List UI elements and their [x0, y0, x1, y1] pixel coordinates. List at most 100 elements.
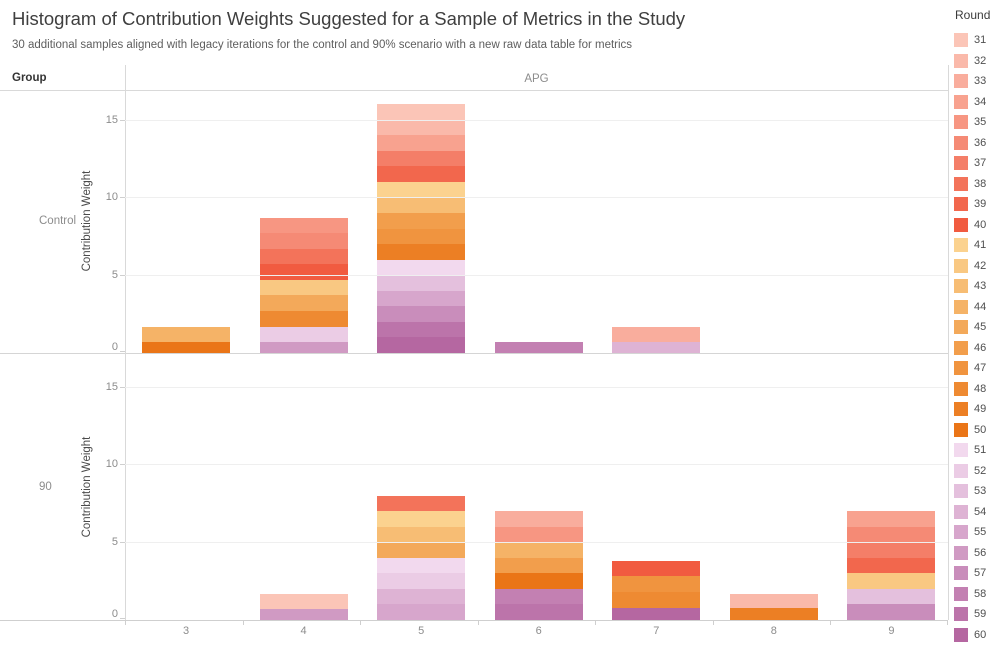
legend-item-41[interactable]: 41: [954, 235, 986, 256]
bar-segment-round-31[interactable]: [259, 593, 348, 610]
bar-segment-round-33[interactable]: [612, 326, 701, 343]
bar-segment-round-41[interactable]: [377, 511, 466, 527]
bar-segment-round-45[interactable]: [377, 542, 466, 558]
bar-segment-round-51[interactable]: [377, 259, 466, 276]
bar-segment-round-31[interactable]: [377, 104, 466, 120]
legend-item-36[interactable]: 36: [954, 133, 986, 154]
legend-item-57[interactable]: 57: [954, 563, 986, 584]
legend-item-32[interactable]: 32: [954, 51, 986, 72]
legend-item-43[interactable]: 43: [954, 276, 986, 297]
legend-item-34[interactable]: 34: [954, 92, 986, 113]
bar-segment-round-54[interactable]: [612, 342, 701, 353]
bar-segment-round-56[interactable]: [259, 342, 348, 353]
bar-segment-round-47[interactable]: [612, 576, 701, 593]
legend-item-54[interactable]: 54: [954, 502, 986, 523]
legend-item-50[interactable]: 50: [954, 420, 986, 441]
bar-segment-round-39[interactable]: [847, 557, 936, 574]
bar-segment-round-48[interactable]: [259, 311, 348, 327]
bar-segment-round-42[interactable]: [259, 279, 348, 296]
legend-item-48[interactable]: 48: [954, 379, 986, 400]
bar-segment-round-38[interactable]: [377, 495, 466, 512]
bar-segment-round-57[interactable]: [377, 306, 466, 322]
bar-segment-round-58[interactable]: [494, 588, 583, 605]
bar-segment-round-45[interactable]: [259, 295, 348, 312]
legend-item-52[interactable]: 52: [954, 461, 986, 482]
bar-segment-round-57[interactable]: [847, 604, 936, 620]
bar-segment-round-48[interactable]: [612, 592, 701, 608]
legend-item-59[interactable]: 59: [954, 604, 986, 625]
legend-item-42[interactable]: 42: [954, 256, 986, 277]
legend-item-45[interactable]: 45: [954, 317, 986, 338]
bar-segment-round-47[interactable]: [377, 228, 466, 245]
bar-segment-round-39[interactable]: [377, 166, 466, 182]
legend-item-33[interactable]: 33: [954, 71, 986, 92]
bar-segment-round-60[interactable]: [612, 607, 701, 620]
bar-segment-round-49[interactable]: [377, 244, 466, 260]
bar-segment-round-58[interactable]: [494, 342, 583, 353]
bar-segment-round-56[interactable]: [259, 609, 348, 620]
bar-segment-round-51[interactable]: [377, 557, 466, 574]
legend-item-53[interactable]: 53: [954, 481, 986, 502]
bar-segment-round-40[interactable]: [259, 264, 348, 280]
legend-item-46[interactable]: 46: [954, 338, 986, 359]
bar-segment-round-46[interactable]: [494, 557, 583, 574]
bar-segment-round-34[interactable]: [377, 135, 466, 151]
bar-segment-round-34[interactable]: [847, 511, 936, 527]
legend-item-39[interactable]: 39: [954, 194, 986, 215]
legend-swatch-40: [954, 217, 968, 232]
y-tick-label: 10: [105, 191, 118, 204]
bar-segment-round-55[interactable]: [377, 290, 466, 307]
bar-segment-round-43[interactable]: [377, 526, 466, 543]
bar-segment-round-37[interactable]: [377, 150, 466, 167]
bar-segment-round-50[interactable]: [494, 573, 583, 589]
legend-item-49[interactable]: 49: [954, 399, 986, 420]
bar-segment-round-36[interactable]: [847, 526, 936, 543]
bar-segment-round-50[interactable]: [142, 342, 230, 353]
legend-swatch-54: [954, 504, 968, 519]
legend-item-56[interactable]: 56: [954, 543, 986, 564]
bar-segment-round-53[interactable]: [847, 588, 936, 605]
legend-item-44[interactable]: 44: [954, 297, 986, 318]
legend-swatch-42: [954, 258, 968, 273]
y-tick-label: 0: [111, 341, 118, 353]
legend-swatch-46: [954, 340, 968, 355]
legend-item-55[interactable]: 55: [954, 522, 986, 543]
bar-segment-round-37[interactable]: [847, 542, 936, 558]
bar-segment-round-35[interactable]: [259, 217, 348, 234]
stacked-bar-bin-6: [494, 511, 583, 620]
row-header-divider-line: [125, 65, 126, 620]
bar-segment-round-32[interactable]: [729, 593, 818, 608]
bar-segment-round-53[interactable]: [377, 275, 466, 291]
bar-segment-round-43[interactable]: [377, 197, 466, 214]
legend-item-40[interactable]: 40: [954, 215, 986, 236]
bar-segment-round-59[interactable]: [494, 604, 583, 620]
legend-item-37[interactable]: 37: [954, 153, 986, 174]
bar-segment-round-59[interactable]: [377, 321, 466, 338]
y-gridline-5: [125, 542, 948, 544]
bar-segment-round-38[interactable]: [259, 248, 348, 265]
bar-segment-round-36[interactable]: [259, 233, 348, 249]
bar-segment-round-33[interactable]: [494, 511, 583, 527]
bar-segment-round-35[interactable]: [494, 526, 583, 543]
legend-item-35[interactable]: 35: [954, 112, 986, 133]
bar-segment-round-44[interactable]: [494, 542, 583, 558]
bar-segment-round-60[interactable]: [377, 337, 466, 353]
bar-segment-round-46[interactable]: [377, 213, 466, 229]
legend-item-47[interactable]: 47: [954, 358, 986, 379]
legend-item-38[interactable]: 38: [954, 174, 986, 195]
bar-segment-round-52[interactable]: [377, 573, 466, 589]
bar-segment-round-32[interactable]: [377, 119, 466, 136]
bar-segment-round-42[interactable]: [847, 573, 936, 589]
bar-segment-round-41[interactable]: [377, 181, 466, 198]
bar-segment-round-49[interactable]: [729, 607, 818, 620]
bar-segment-round-52[interactable]: [259, 326, 348, 343]
legend-item-58[interactable]: 58: [954, 584, 986, 605]
bar-segment-round-55[interactable]: [377, 604, 466, 620]
x-tick-label: 9: [888, 625, 895, 637]
legend-item-31[interactable]: 31: [954, 30, 986, 51]
bar-segment-round-54[interactable]: [377, 588, 466, 605]
legend-item-51[interactable]: 51: [954, 440, 986, 461]
bar-segment-round-40[interactable]: [612, 560, 701, 577]
bar-segment-round-44[interactable]: [142, 326, 230, 343]
legend-item-60[interactable]: 60: [954, 625, 986, 646]
